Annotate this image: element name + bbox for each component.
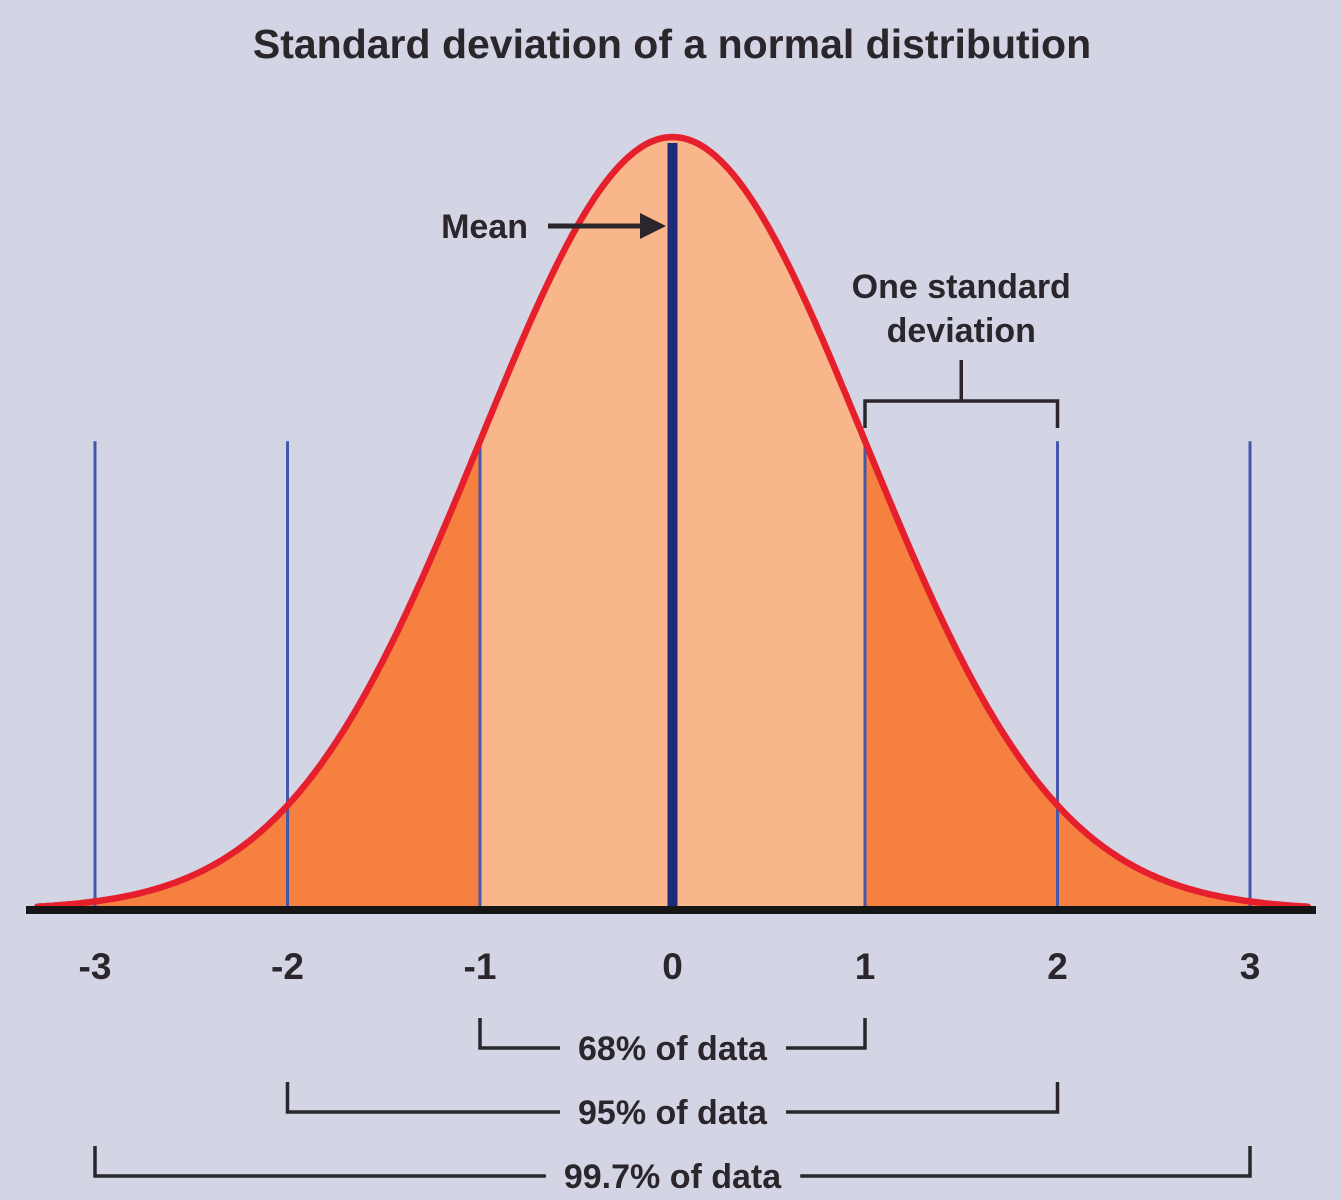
one-sd-label-line1: One standard <box>852 268 1071 306</box>
span-label-1: 95% of data <box>578 1094 768 1132</box>
one-sd-annotation: One standard deviation <box>852 268 1071 428</box>
chart-title: Standard deviation of a normal distribut… <box>253 21 1091 67</box>
span-label-2: 99.7% of data <box>564 1158 782 1196</box>
span-label-0: 68% of data <box>578 1030 768 1068</box>
span-bracket-lines <box>93 1018 1252 1200</box>
x-tick-label: -3 <box>79 946 112 987</box>
x-tick-label: -2 <box>271 946 304 987</box>
span-label-mask <box>545 1152 801 1200</box>
mean-label: Mean <box>441 208 528 246</box>
one-sd-bracket <box>863 399 1060 428</box>
one-sd-label-line2: deviation <box>887 312 1036 350</box>
x-tick-label: -1 <box>464 946 497 987</box>
x-tick-label: 0 <box>662 946 683 987</box>
span-label-mask <box>560 1024 787 1072</box>
mean-annotation: Mean <box>441 208 666 246</box>
span-label-mask <box>560 1088 787 1136</box>
x-tick-label: 2 <box>1047 946 1068 987</box>
span-labels: 68% of data 95% of data 99.7% of data <box>564 1030 782 1196</box>
bell-curve <box>34 133 1312 910</box>
x-tick-labels: -3 -2 -1 0 1 2 3 <box>79 946 1261 987</box>
x-tick-label: 1 <box>855 946 876 987</box>
x-tick-label: 3 <box>1240 946 1261 987</box>
mean-arrow-head <box>640 213 666 239</box>
sigma-lines-group <box>93 441 1252 908</box>
